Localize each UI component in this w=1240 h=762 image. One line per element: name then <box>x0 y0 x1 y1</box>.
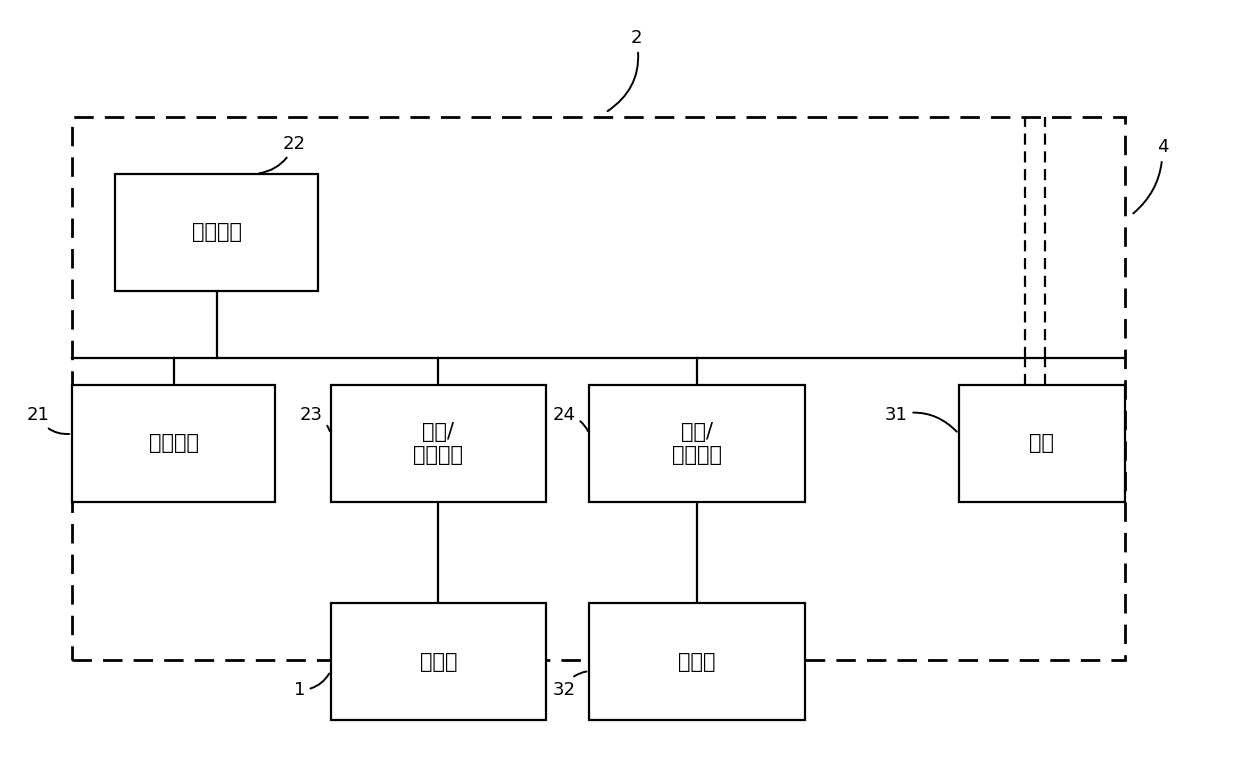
Bar <box>331 604 546 720</box>
Text: 31: 31 <box>885 406 957 432</box>
Bar <box>959 385 1125 501</box>
Bar <box>72 385 275 501</box>
Text: 发电机: 发电机 <box>678 652 715 672</box>
Bar <box>589 604 805 720</box>
Bar <box>115 174 319 290</box>
Text: 4: 4 <box>1133 139 1168 213</box>
Text: 23: 23 <box>300 406 330 431</box>
Text: 水泵: 水泵 <box>1029 433 1054 453</box>
Bar <box>589 385 805 501</box>
Text: 22: 22 <box>259 135 306 173</box>
Text: 输入/
输出装置: 输入/ 输出装置 <box>672 421 722 465</box>
Bar <box>331 385 546 501</box>
Text: 显示装置: 显示装置 <box>192 223 242 242</box>
Text: 21: 21 <box>26 406 69 434</box>
Text: 24: 24 <box>552 406 588 431</box>
Text: 输入/
输出装置: 输入/ 输出装置 <box>413 421 464 465</box>
Text: 2: 2 <box>608 29 642 111</box>
Text: 32: 32 <box>552 671 587 699</box>
Bar <box>72 117 1125 660</box>
Text: 内燃机: 内燃机 <box>419 652 458 672</box>
Text: 1: 1 <box>294 674 329 699</box>
Text: 控制装置: 控制装置 <box>149 433 198 453</box>
